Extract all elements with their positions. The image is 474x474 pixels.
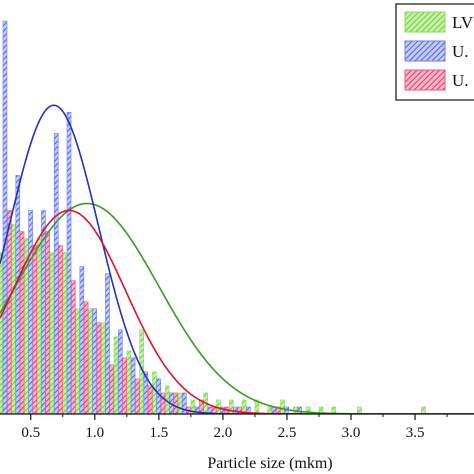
x-tick-label: 1.0 (85, 425, 104, 441)
histogram-bar (58, 245, 63, 414)
histogram-bar (117, 329, 123, 414)
histogram-bar (11, 224, 16, 414)
x-tick-label: 0.5 (21, 425, 40, 441)
histogram-bar (246, 406, 251, 414)
histogram-bar (126, 350, 132, 414)
histogram-bar (177, 392, 183, 414)
histogram-bar (160, 392, 166, 414)
histogram-bars (0, 20, 426, 414)
histogram-bar (96, 322, 102, 414)
histogram-bar (421, 406, 426, 414)
histogram-bar (88, 308, 93, 414)
histogram-bar (229, 399, 234, 414)
histogram-bar (331, 406, 337, 414)
histogram-bar (49, 252, 55, 414)
x-axis-title: Particle size (mkm) (207, 455, 332, 472)
plot-area (0, 20, 474, 414)
legend-label: U. (452, 71, 469, 90)
histogram-bar (135, 378, 140, 414)
histogram-bar (147, 385, 153, 414)
x-tick-label: 3.0 (342, 425, 361, 441)
histogram-bar (357, 406, 362, 414)
histogram-bar (0, 252, 3, 414)
histogram-bar (36, 238, 42, 414)
histogram-bar (109, 364, 115, 414)
histogram-bar (182, 392, 187, 414)
histogram-bar (66, 111, 72, 414)
histogram-bar (318, 406, 324, 414)
legend: LV U. U. (395, 3, 474, 101)
x-tick-label: 1.5 (149, 425, 168, 441)
fit-curve (0, 209, 474, 414)
x-tick-label: 2.5 (278, 425, 297, 441)
histogram-bar (280, 399, 285, 414)
histogram-bar (130, 357, 136, 414)
histogram-bar (100, 322, 106, 414)
legend-label: U. (452, 42, 469, 61)
histogram-bar (152, 371, 157, 414)
histogram-bar (79, 266, 85, 414)
histogram-bar (194, 406, 200, 414)
histogram-bar (28, 210, 33, 414)
legend-label: LV (452, 13, 474, 32)
histogram-bar (92, 308, 97, 414)
histogram-bar (45, 231, 50, 414)
histogram-bar (32, 245, 38, 414)
histogram-bar (24, 238, 29, 414)
histogram-bar (173, 392, 179, 414)
histogram-bar (254, 399, 260, 414)
histogram-bar (2, 20, 8, 414)
x-tick-label: 2.0 (214, 425, 233, 441)
histogram-bar (305, 406, 311, 414)
histogram-bar (71, 280, 76, 414)
histogram-bar (122, 357, 127, 414)
histogram-bar (6, 210, 12, 414)
histogram-bar (275, 406, 281, 414)
legend-swatch (404, 40, 446, 62)
histogram-bar (53, 133, 59, 414)
histogram-bar (199, 399, 204, 414)
histogram-bar (75, 308, 80, 414)
histogram-bar (105, 273, 110, 414)
histogram-bar (113, 336, 119, 414)
histogram-bar (15, 175, 21, 414)
x-tick-label: 3.5 (406, 425, 425, 441)
histogram-bar (83, 301, 89, 414)
legend-swatch (404, 11, 446, 33)
histogram-bar (237, 406, 243, 414)
x-axis-ticks: 0.5 1.0 1.5 2.0 2.5 3.0 3.5 (21, 414, 448, 441)
legend-swatch (404, 69, 446, 91)
histogram-bar (19, 231, 25, 414)
histogram-bar (62, 252, 68, 414)
